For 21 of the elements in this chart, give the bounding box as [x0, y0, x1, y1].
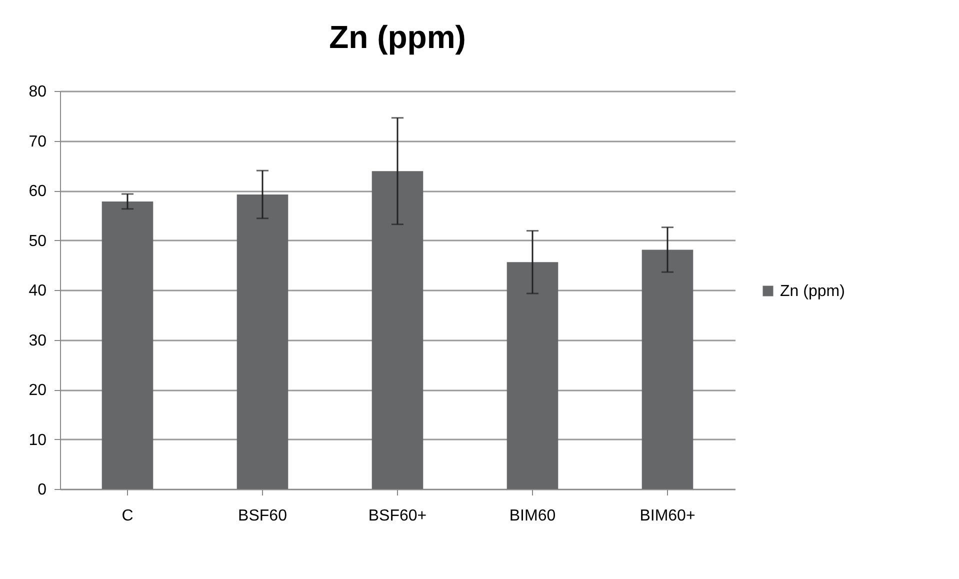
- chart-title: Zn (ppm): [329, 19, 466, 55]
- bar: [236, 194, 288, 489]
- y-tick-label: 60: [28, 183, 47, 200]
- y-tick-label: 10: [28, 432, 47, 449]
- y-tick-label: 70: [28, 133, 47, 150]
- y-tick-label: 40: [28, 282, 47, 300]
- x-tick-label: C: [122, 508, 134, 524]
- bar: [506, 262, 558, 489]
- y-tick-label: 20: [28, 382, 47, 399]
- y-tick-label: 80: [28, 84, 47, 100]
- x-tick-label: BIM60+: [640, 508, 696, 524]
- x-tick-label: BSF60+: [368, 508, 427, 524]
- y-tick-label: 0: [38, 482, 47, 498]
- bar: [642, 250, 694, 489]
- y-tick-label: 30: [28, 332, 47, 350]
- bar: [102, 201, 154, 489]
- x-tick-label: BSF60: [238, 508, 288, 524]
- bar: [372, 171, 424, 489]
- y-tick-label: 50: [28, 232, 47, 250]
- x-tick-label: BIM60: [509, 508, 556, 524]
- legend-label: Zn (ppm): [780, 283, 845, 300]
